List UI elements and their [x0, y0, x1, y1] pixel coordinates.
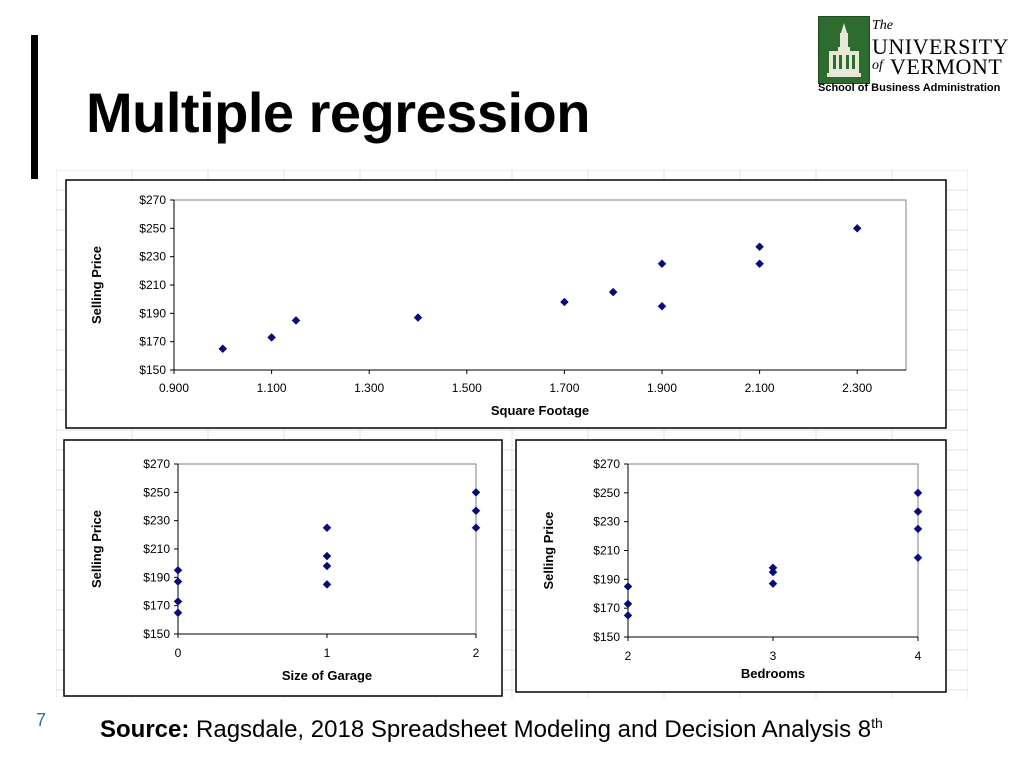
data-point	[608, 287, 618, 297]
data-point	[322, 523, 332, 533]
y-tick-label: $170	[593, 601, 620, 615]
university-logo: The UNIVERSITY of VERMONT School of Busi…	[818, 16, 1009, 96]
chart-2: $150 $170 $190 $210 $230 $250 $270 0 1 2 Size of G…	[63, 439, 503, 697]
source-label: Source:	[100, 716, 190, 743]
y-tick-label: $270	[139, 193, 166, 207]
y-tick-label: $230	[143, 514, 170, 528]
x-tick-label: 1.700	[549, 381, 579, 395]
y-tick-label: $150	[139, 363, 166, 377]
accent-bar	[31, 35, 38, 179]
data-point	[322, 551, 332, 561]
data-point	[913, 488, 923, 498]
logo-school: School of Business Administration	[818, 82, 1001, 94]
x-tick-label: 4	[915, 649, 922, 663]
x-tick-label: 1.100	[257, 381, 287, 395]
y-tick-label: $170	[139, 335, 166, 349]
y-axis-label: Selling Price	[541, 511, 556, 589]
y-tick-label: $150	[593, 630, 620, 644]
data-point	[322, 580, 332, 589]
y-tick-label: $190	[593, 572, 620, 586]
plot-area	[627, 463, 919, 638]
data-point	[173, 577, 183, 586]
x-tick-label: 2.300	[842, 381, 872, 395]
data-point	[913, 507, 923, 516]
data-point	[755, 242, 764, 252]
chart-3: $150 $170 $190 $210 $230 $250 $270 2 3 4 Bedrooms S…	[515, 439, 947, 693]
data-point	[768, 579, 778, 589]
logo-university: UNIVERSITY	[872, 34, 1009, 59]
y-tick-label: $190	[139, 306, 166, 320]
chart-1: $150 $170 $190 $210 $230 $250 $270 0.900 1.100 1.…	[65, 179, 947, 429]
charts-canvas: $150 $170 $190 $210 $230 $250 $270 0.900 1.100 1.…	[56, 170, 968, 698]
page-number: 7	[36, 710, 47, 730]
x-tick-label: 2	[625, 649, 632, 663]
data-point	[471, 506, 481, 516]
y-tick-label: $190	[143, 570, 170, 584]
logo-vermont: VERMONT	[890, 54, 1003, 79]
data-point	[623, 582, 633, 591]
y-tick-label: $170	[143, 599, 170, 613]
data-point	[173, 565, 183, 575]
y-tick-label: $210	[593, 544, 620, 558]
y-tick-label: $230	[139, 250, 166, 264]
x-axis-label: Square Footage	[491, 403, 589, 418]
x-tick-label: 1.500	[452, 381, 482, 395]
data-point	[173, 608, 183, 618]
data-point	[560, 297, 569, 307]
plot-area	[177, 463, 477, 635]
y-axis-label: Selling Price	[89, 246, 104, 324]
y-tick-label: $270	[143, 457, 170, 471]
data-point	[913, 553, 923, 563]
x-tick-label: 3	[770, 649, 777, 663]
source-text: Ragsdale, 2018 Spreadsheet Modeling and …	[196, 716, 872, 743]
y-tick-label: $250	[593, 486, 620, 500]
data-point	[173, 597, 183, 606]
data-point	[852, 223, 862, 233]
data-point	[267, 333, 276, 342]
x-tick-label: 2.100	[745, 381, 775, 395]
data-point	[413, 313, 423, 322]
data-point	[291, 316, 301, 325]
page-title: Multiple regression	[86, 81, 590, 144]
data-point	[913, 524, 923, 534]
data-point	[768, 563, 778, 573]
x-tick-label: 1.900	[647, 381, 677, 395]
data-point	[755, 259, 764, 269]
y-tick-label: $230	[593, 515, 620, 529]
data-point	[322, 561, 332, 571]
x-tick-label: 1.300	[354, 381, 384, 395]
data-point	[471, 523, 481, 533]
source-superscript: th	[871, 715, 883, 731]
x-tick-label: 2	[473, 646, 480, 660]
logo-of: of	[872, 58, 883, 73]
logo-the: The	[872, 18, 893, 33]
data-point	[471, 487, 481, 497]
data-point	[657, 301, 667, 311]
data-point	[623, 599, 633, 609]
x-axis-label: Bedrooms	[741, 666, 805, 681]
y-tick-label: $210	[143, 542, 170, 556]
x-axis-label: Size of Garage	[282, 668, 372, 683]
plot-area	[173, 199, 907, 371]
y-axis-label: Selling Price	[89, 510, 104, 588]
y-tick-label: $250	[143, 485, 170, 499]
y-tick-label: $150	[143, 627, 170, 641]
source-citation: Source: Ragsdale, 2018 Spreadsheet Model…	[100, 715, 883, 744]
y-tick-label: $210	[139, 278, 166, 292]
x-tick-label: 0.900	[159, 381, 189, 395]
building-icon	[819, 17, 869, 83]
x-tick-label: 0	[175, 646, 182, 660]
logo-emblem	[818, 16, 870, 84]
spreadsheet-area: $150 $170 $190 $210 $230 $250 $270 0.900 1.100 1.…	[56, 170, 968, 698]
data-point	[657, 259, 667, 269]
y-tick-label: $250	[139, 221, 166, 235]
x-tick-label: 1	[324, 646, 331, 660]
y-tick-label: $270	[593, 457, 620, 471]
data-point	[623, 611, 633, 620]
data-point	[218, 344, 228, 354]
